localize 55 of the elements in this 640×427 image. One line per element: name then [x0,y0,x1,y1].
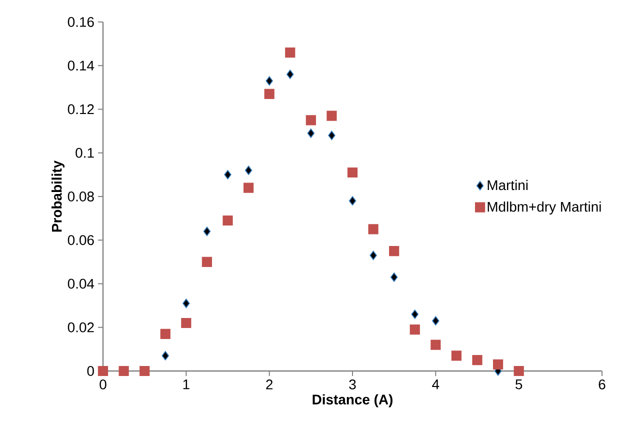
point [286,70,294,79]
y-axis-title: Probability [51,160,64,232]
x-tick-label: 0 [100,380,106,390]
y-tick-label: 0.14 [68,60,94,71]
point [348,196,356,206]
point [266,76,273,86]
point [410,324,420,335]
x-tick-label: 6 [598,380,606,390]
point [118,366,129,376]
point [389,246,400,256]
point [160,328,170,339]
point [222,215,233,226]
point [140,366,150,376]
point [285,47,296,58]
point [514,366,524,376]
x-axis-title: Distance (A) [312,394,392,408]
point [243,182,254,193]
point [182,298,190,308]
point [430,340,441,350]
point [493,359,504,370]
point [472,355,482,366]
point [162,351,169,360]
y-tick-label: 0.1 [76,148,94,158]
y-tick-label: 0.06 [68,235,94,246]
point [244,166,252,175]
point [326,110,337,121]
point [224,170,232,180]
x-tick-label: 4 [432,380,440,390]
point [202,256,212,267]
point [390,272,398,282]
x-tick-label: 3 [349,380,356,390]
point [203,226,211,236]
point [306,115,316,126]
legend-label: Martini [488,180,528,190]
y-tick-label: 0.12 [68,104,94,114]
y-tick-label: 0.08 [68,192,94,202]
point [411,310,418,319]
y-tick-label: 0.16 [68,17,94,27]
x-tick-label: 2 [266,380,273,390]
legend-label: Mdlbm+dry Martini [488,201,601,214]
point [432,316,440,326]
point [347,167,358,178]
point [328,130,336,140]
y-tick-label: 0.02 [68,322,94,332]
x-tick-label: 5 [516,380,522,390]
point [368,224,378,234]
point [264,88,274,100]
point [370,250,377,260]
point [98,366,108,376]
point [181,318,192,328]
y-tick-label: 0 [87,366,94,376]
x-tick-label: 1 [183,380,190,390]
point [307,128,315,138]
point [451,350,462,361]
y-tick-label: 0.04 [68,278,94,289]
